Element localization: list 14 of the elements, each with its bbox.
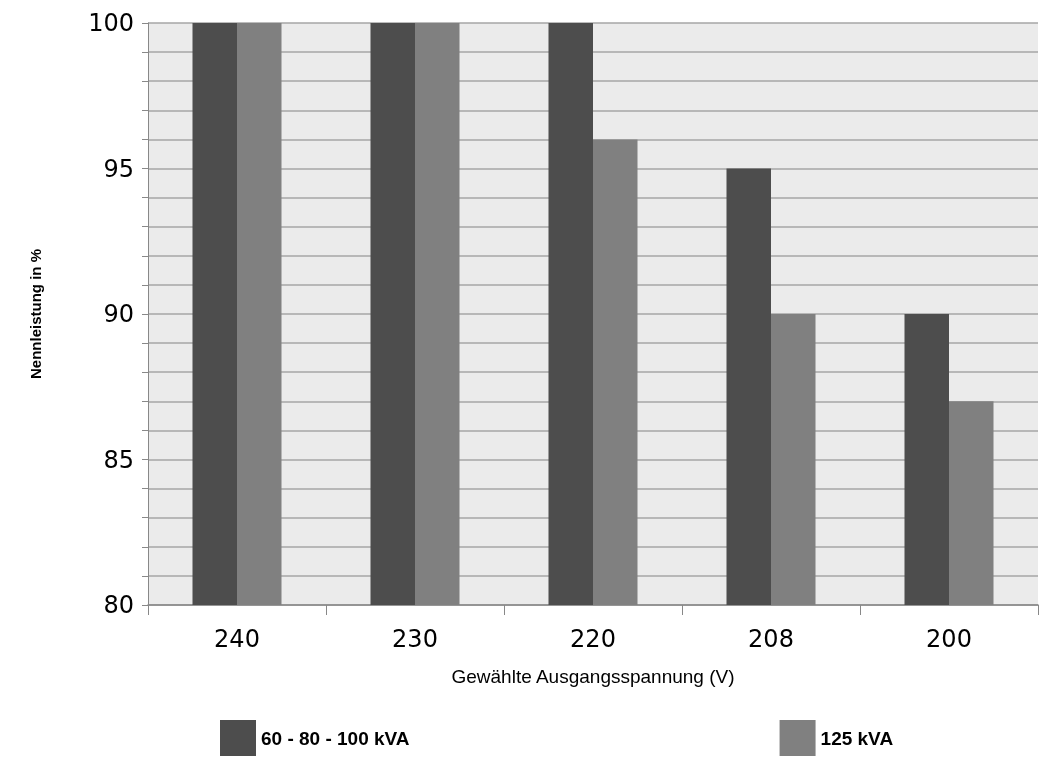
x-tick-label: 200 [926, 625, 972, 653]
x-tick-label: 230 [392, 625, 438, 653]
legend-label: 125 kVA [820, 727, 894, 749]
x-axis-title: Gewählte Ausgangsspannung (V) [451, 666, 735, 687]
legend-label: 60 - 80 - 100 kVA [261, 727, 410, 749]
y-tick-label: 85 [103, 445, 134, 474]
y-tick-label: 100 [88, 9, 134, 37]
x-tick-label: 208 [748, 625, 794, 653]
y-tick-label: 95 [103, 154, 134, 183]
y-tick-label: 90 [103, 300, 134, 328]
x-tick-label: 240 [214, 625, 260, 653]
y-tick-label: 80 [103, 591, 134, 619]
x-tick-label: 220 [570, 625, 616, 653]
y-axis-title: Nennleistung in % [27, 248, 44, 380]
